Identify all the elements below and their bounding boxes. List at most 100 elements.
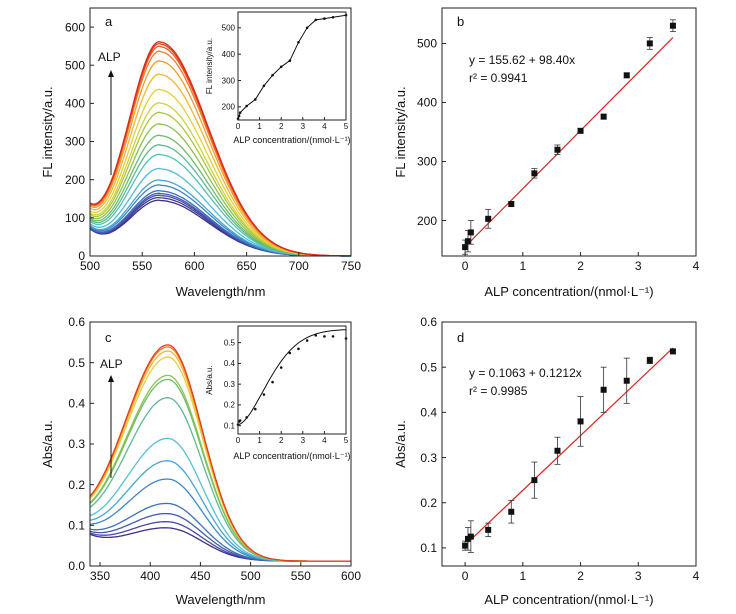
inset-a-xtick-label: 2 bbox=[279, 122, 284, 131]
inset-c-point bbox=[305, 339, 309, 342]
data-point-b bbox=[623, 72, 630, 79]
inset-a-xtick-label: 1 bbox=[257, 122, 262, 131]
data-point-b bbox=[600, 113, 607, 120]
inset-c-ytick-label: 0.4 bbox=[224, 359, 236, 368]
panel-b-xtick-label: 1 bbox=[519, 259, 526, 273]
panel-d-ytick-label: 0.3 bbox=[420, 451, 437, 465]
inset-c-xlabel: ALP concentration/(nmol·L⁻¹) bbox=[233, 451, 350, 461]
panel-b-xtick-label: 0 bbox=[462, 259, 469, 273]
panel-c-ytick-label: 0.2 bbox=[68, 478, 85, 492]
spectrum-line bbox=[89, 521, 351, 562]
inset-a-ytick-label: 400 bbox=[222, 50, 236, 59]
data-point-d bbox=[577, 418, 584, 425]
panel-a-ytick-label: 600 bbox=[65, 20, 85, 34]
panel-b-xtick-label: 2 bbox=[577, 259, 584, 273]
inset-a-point bbox=[245, 104, 248, 108]
panel-b-xtick-label: 4 bbox=[693, 259, 700, 273]
panel-c-xlabel: Wavelength/nm bbox=[176, 592, 266, 607]
panel-c-ytick-label: 0.1 bbox=[68, 519, 85, 533]
panel-a-xlabel: Wavelength/nm bbox=[176, 284, 266, 299]
inset-a-xtick-label: 5 bbox=[344, 122, 349, 131]
inset-c-ytick-label: 0.5 bbox=[224, 338, 236, 347]
data-point-d bbox=[600, 386, 607, 393]
panel-d-xtick-label: 4 bbox=[693, 569, 700, 583]
inset-a-point bbox=[305, 26, 309, 30]
inset-c-frame bbox=[237, 325, 347, 435]
panel-c-ytick-label: 0.5 bbox=[68, 356, 85, 370]
data-point-b bbox=[646, 40, 653, 47]
inset-c-ytick-label: 0.3 bbox=[224, 380, 236, 389]
panel-c-xtick-label: 450 bbox=[190, 569, 210, 583]
inset-c-xtick-label: 5 bbox=[344, 436, 349, 445]
inset-c-point bbox=[253, 407, 257, 411]
panel-b-xtick-label: 3 bbox=[635, 259, 642, 273]
panel-a-ylabel: FL intensity/a.u. bbox=[40, 86, 55, 177]
inset-c-point bbox=[331, 335, 335, 338]
inset-a-ylabel: FL intensity/a.u. bbox=[205, 38, 214, 94]
inset-c-xtick-label: 1 bbox=[257, 436, 262, 445]
panel-a-xtick-label: 600 bbox=[184, 259, 204, 273]
inset-c-point bbox=[238, 419, 242, 422]
panel-c-ytick-label: 0.3 bbox=[68, 437, 85, 451]
panel-b-equation: y = 155.62 + 98.40x bbox=[469, 53, 575, 67]
panel-b-r2: r² = 0.9941 bbox=[469, 71, 528, 85]
panel-a-ytick-label: 300 bbox=[65, 135, 85, 149]
panel-a-ytick-label: 400 bbox=[65, 97, 85, 111]
panel-d-xtick-label: 0 bbox=[462, 569, 469, 583]
panel-d-ytick-label: 0.2 bbox=[420, 496, 437, 510]
inset-a-xtick-label: 4 bbox=[322, 122, 327, 131]
panel-a-alp-label: ALP bbox=[98, 50, 121, 64]
panel-d-ytick-label: 0.6 bbox=[420, 315, 437, 329]
panel-c-xtick-label: 550 bbox=[291, 569, 311, 583]
panel-c-alp-label: ALP bbox=[100, 357, 123, 371]
panel-a-ytick-label: 0 bbox=[78, 249, 85, 263]
inset-c-xtick-label: 0 bbox=[236, 436, 241, 445]
panel-b-xlabel: ALP concentration/(nmol·L⁻¹) bbox=[484, 284, 653, 299]
panel-b-ytick-label: 300 bbox=[417, 155, 437, 169]
panel-a-ytick-label: 500 bbox=[65, 58, 85, 72]
inset-a-point bbox=[323, 17, 326, 20]
inset-c-curve bbox=[237, 329, 347, 426]
inset-a-frame bbox=[237, 11, 347, 121]
inset-c-point bbox=[288, 351, 292, 355]
panel-c: 350 400 450 500 550 6000.00.10.20.30.40.50.6W… bbox=[40, 315, 361, 607]
panel-a-frame bbox=[89, 7, 352, 257]
panel-a: 500 550 600 650 700 750 0 100 200 300 400 500 600 Wav… bbox=[40, 7, 361, 299]
panel-b-ytick-label: 500 bbox=[417, 37, 437, 51]
inset-a-xtick-label: 3 bbox=[301, 122, 306, 131]
panel-a-xtick-label: 550 bbox=[132, 259, 152, 273]
inset-c-point bbox=[271, 380, 274, 384]
panel-a-alp-arrow-head bbox=[108, 70, 114, 77]
panel-b-ytick-label: 400 bbox=[417, 96, 437, 110]
inset-a-bg bbox=[238, 12, 346, 120]
data-point-b bbox=[462, 244, 469, 251]
spectrum-line bbox=[89, 194, 351, 257]
spectrum-line bbox=[89, 344, 351, 562]
panel-d-letter: d bbox=[457, 330, 464, 345]
panel-c-xtick-label: 600 bbox=[341, 569, 361, 583]
inset-c-xtick-label: 4 bbox=[322, 436, 327, 445]
panel-b: 0 1 2 3 4 200 300 400 500 ALP concentration/(nmol… bbox=[393, 7, 700, 299]
panel-d-equation: y = 0.1063 + 0.1212x bbox=[469, 366, 582, 380]
data-point-d bbox=[485, 526, 492, 533]
inset-a-point bbox=[262, 84, 266, 88]
fit-line-b bbox=[464, 37, 674, 248]
inset-c-point bbox=[323, 335, 326, 338]
data-point-d bbox=[669, 348, 676, 355]
data-point-d bbox=[623, 377, 630, 384]
panel-c-letter: c bbox=[105, 330, 112, 345]
panel-c-ylabel: Abs/a.u. bbox=[40, 420, 55, 468]
inset-a-point bbox=[288, 59, 292, 63]
inset-c-point bbox=[262, 393, 266, 396]
inset-c-point bbox=[297, 347, 300, 351]
panel-d-xtick-label: 1 bbox=[519, 569, 526, 583]
panel-d-xtick-label: 2 bbox=[577, 569, 584, 583]
data-point-b bbox=[467, 229, 474, 236]
inset-c-ylabel: Abs/a.u. bbox=[205, 365, 214, 394]
inset-a-xtick-label: 0 bbox=[236, 122, 241, 131]
panel-b-ytick-label: 200 bbox=[417, 214, 437, 228]
panel-a-xtick-label: 650 bbox=[237, 259, 257, 273]
data-point-d bbox=[508, 508, 515, 515]
inset-a-ytick-label: 500 bbox=[222, 24, 236, 33]
inset-c-ytick-label: 0.1 bbox=[224, 421, 236, 430]
